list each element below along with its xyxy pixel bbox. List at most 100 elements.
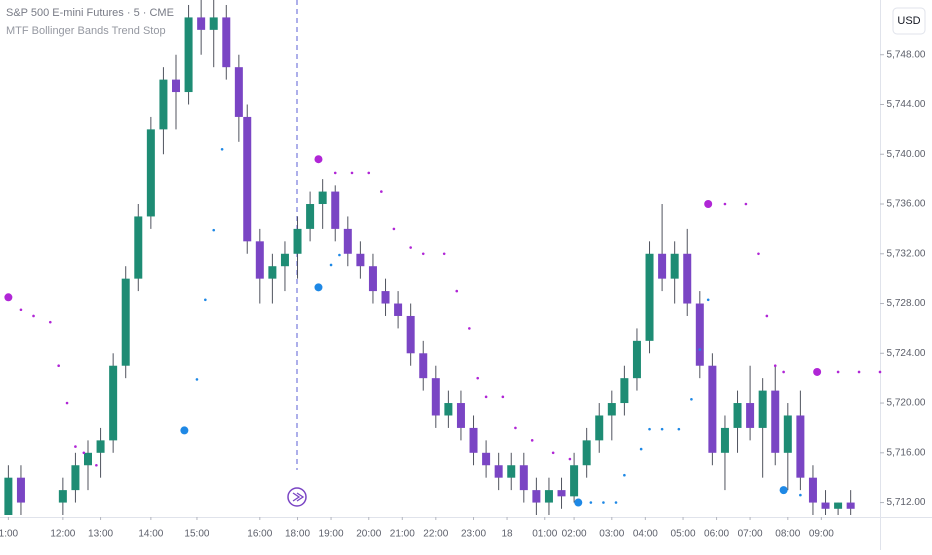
stop-dot bbox=[698, 348, 702, 351]
y-tick-label: 5,728.00 bbox=[887, 298, 926, 309]
stop-dot bbox=[32, 314, 35, 318]
candle-body bbox=[607, 403, 616, 416]
candle-body bbox=[557, 490, 566, 497]
stop-dot bbox=[501, 395, 505, 399]
candle-body bbox=[159, 79, 168, 130]
candle-body bbox=[356, 253, 365, 267]
candle-body bbox=[172, 79, 180, 93]
x-tick-label: 03:00 bbox=[599, 529, 624, 540]
candle-body bbox=[796, 415, 805, 478]
stop-dot bbox=[723, 202, 727, 206]
x-tick-label: 14:00 bbox=[138, 529, 163, 540]
candle-body bbox=[109, 365, 118, 441]
currency-button[interactable] bbox=[892, 7, 926, 35]
candle-body bbox=[431, 378, 440, 416]
candle-body bbox=[84, 452, 92, 466]
replay-marker[interactable] bbox=[287, 487, 307, 507]
x-tick-label: 15:00 bbox=[184, 529, 209, 540]
candle-body bbox=[821, 502, 830, 509]
candle-body bbox=[255, 241, 264, 279]
stop-start-dot bbox=[4, 293, 13, 302]
candle-body bbox=[96, 440, 105, 453]
candle-body bbox=[121, 278, 130, 366]
x-tick-label: 04:00 bbox=[633, 529, 658, 540]
candle-body bbox=[834, 502, 843, 509]
candle-body bbox=[632, 340, 641, 379]
candle-body bbox=[4, 477, 13, 515]
candle-body bbox=[16, 477, 25, 503]
stop-start-dot bbox=[779, 486, 788, 495]
candle-body bbox=[695, 303, 704, 366]
candle-body bbox=[595, 415, 604, 441]
stop-dot bbox=[74, 445, 77, 448]
stop-dot bbox=[551, 451, 555, 455]
x-tick-label: 21:00 bbox=[390, 529, 415, 540]
candle-body bbox=[234, 67, 243, 117]
y-tick-label: 5,724.00 bbox=[887, 348, 926, 359]
candle-body bbox=[343, 228, 352, 254]
stop-dot bbox=[706, 298, 710, 302]
candle-body bbox=[708, 365, 717, 453]
candle-body bbox=[620, 378, 629, 404]
candle-body bbox=[758, 390, 767, 428]
candle-body bbox=[720, 427, 729, 453]
stop-dot bbox=[530, 439, 534, 442]
x-tick-label: 05:00 bbox=[671, 529, 696, 540]
stop-dot bbox=[476, 376, 480, 380]
x-tick-label: 23:00 bbox=[461, 529, 486, 540]
stop-dot bbox=[82, 451, 86, 455]
stop-dot bbox=[660, 427, 664, 431]
candle-body bbox=[519, 465, 528, 491]
candle-body bbox=[658, 253, 667, 279]
candle-body bbox=[381, 291, 390, 304]
stop-dot bbox=[329, 263, 333, 267]
candle-body bbox=[771, 390, 780, 453]
candle-body bbox=[582, 440, 591, 466]
stop-dot bbox=[782, 370, 785, 374]
x-tick-label: 22:00 bbox=[423, 529, 448, 540]
y-tick-label: 5,744.00 bbox=[887, 99, 926, 110]
replay-icon bbox=[292, 492, 305, 502]
candle-body bbox=[146, 129, 155, 217]
stop-dot bbox=[757, 252, 760, 256]
stop-dot bbox=[380, 190, 383, 193]
x-tick-label: 18 bbox=[501, 529, 513, 540]
candle-body bbox=[808, 477, 817, 503]
candle-body bbox=[243, 116, 252, 242]
y-tick-label: 5,748.00 bbox=[887, 49, 926, 60]
y-tick-label: 5,712.00 bbox=[887, 497, 926, 508]
stop-dot bbox=[639, 447, 643, 451]
x-tick-label: 20:00 bbox=[356, 529, 381, 540]
stop-dot bbox=[602, 501, 605, 504]
stop-dot bbox=[690, 398, 693, 401]
y-tick-label: 5,720.00 bbox=[887, 398, 926, 409]
indicator-name: MTF Bollinger Bands Trend Stop bbox=[6, 25, 166, 37]
candle-body bbox=[293, 228, 302, 254]
candle-body bbox=[306, 204, 315, 229]
stop-dot bbox=[95, 463, 98, 467]
candle-body bbox=[746, 403, 755, 428]
candle-body bbox=[570, 465, 579, 497]
stop-dot bbox=[204, 298, 207, 302]
stop-dot bbox=[568, 457, 572, 461]
stop-dot bbox=[409, 246, 412, 249]
candle-body bbox=[670, 253, 679, 279]
stop-dot bbox=[333, 171, 337, 175]
candle-body bbox=[444, 403, 453, 416]
candle-body bbox=[406, 315, 415, 354]
stop-start-dot bbox=[704, 200, 713, 209]
stop-start-dot bbox=[314, 155, 323, 164]
stop-dot bbox=[677, 427, 681, 431]
stop-dot bbox=[19, 308, 23, 312]
candle-body bbox=[222, 17, 231, 68]
stop-dot bbox=[878, 370, 882, 374]
y-tick-label: 5,740.00 bbox=[887, 149, 926, 160]
stop-dot bbox=[212, 228, 216, 232]
stop-dot bbox=[773, 364, 777, 368]
stop-dot bbox=[744, 202, 748, 206]
stop-dot bbox=[514, 426, 517, 430]
stop-dot bbox=[836, 370, 840, 374]
stop-dot bbox=[623, 473, 626, 477]
stop-dot bbox=[442, 252, 446, 256]
